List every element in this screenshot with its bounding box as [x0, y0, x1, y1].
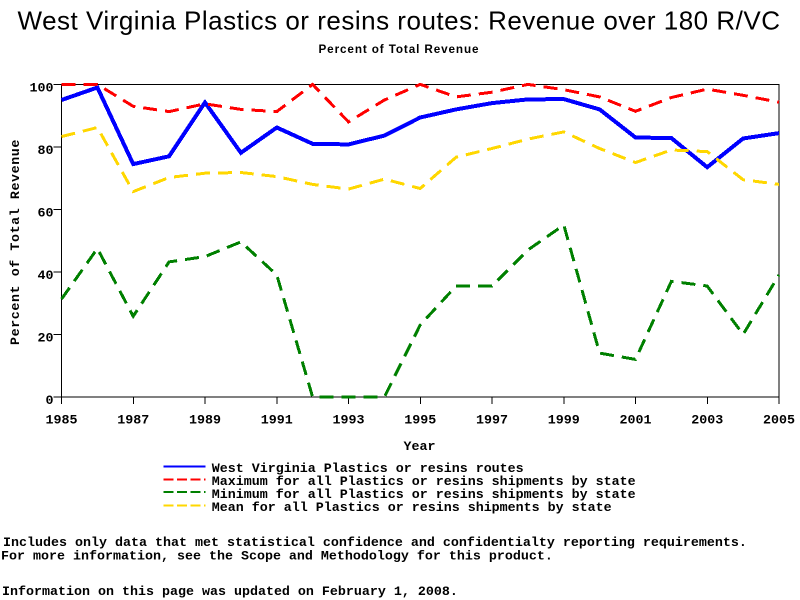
svg-text:100: 100: [30, 81, 54, 96]
svg-text:Mean for all Plastics or resin: Mean for all Plastics or resins shipment…: [212, 501, 612, 516]
svg-text:Percent of Total Revenue: Percent of Total Revenue: [9, 139, 24, 345]
svg-text:2005: 2005: [763, 414, 795, 429]
svg-text:1987: 1987: [117, 414, 149, 429]
svg-text:Information on this page was u: Information on this page was updated on …: [2, 585, 458, 600]
svg-text:1999: 1999: [548, 414, 580, 429]
svg-text:Minimum for all Plastics or re: Minimum for all Plastics or resins shipm…: [212, 488, 636, 503]
svg-text:1985: 1985: [46, 414, 78, 429]
svg-text:1997: 1997: [476, 414, 508, 429]
svg-text:1995: 1995: [404, 414, 436, 429]
svg-text:Year: Year: [404, 440, 436, 455]
svg-text:2003: 2003: [691, 414, 723, 429]
svg-text:40: 40: [38, 269, 54, 284]
svg-text:1991: 1991: [261, 414, 293, 429]
svg-text:1993: 1993: [333, 414, 365, 429]
svg-text:20: 20: [38, 331, 54, 346]
svg-text:Maximum for all Plastics or re: Maximum for all Plastics or resins shipm…: [212, 475, 636, 490]
svg-text:West Virginia Plastics or resi: West Virginia Plastics or resins routes: [212, 462, 524, 477]
svg-text:1989: 1989: [189, 414, 221, 429]
svg-text:Percent of Total Revenue: Percent of Total Revenue: [319, 43, 479, 56]
svg-text:60: 60: [38, 206, 54, 221]
svg-text:Includes only data that met st: Includes only data that met statistical …: [3, 536, 747, 551]
svg-text:0: 0: [46, 394, 54, 409]
svg-text:For more information, see the: For more information, see the Scope and …: [1, 549, 553, 564]
svg-text:West Virginia Plastics or resi: West Virginia Plastics or resins routes:…: [18, 6, 781, 36]
svg-text:80: 80: [38, 144, 54, 159]
svg-text:2001: 2001: [620, 414, 652, 429]
